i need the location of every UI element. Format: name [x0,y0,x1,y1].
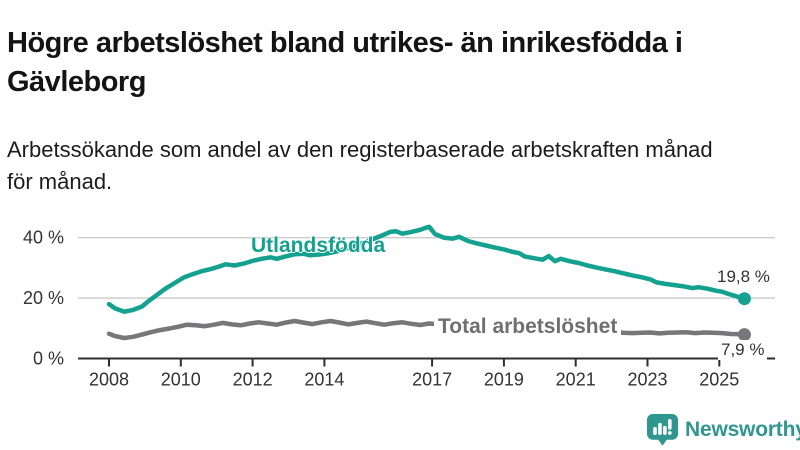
svg-text:2014: 2014 [304,370,344,390]
end-value-utlandsfodda: 19,8 % [717,267,770,286]
svg-text:0 %: 0 % [33,349,64,369]
series-label-total-arbetsloshet: Total arbetslöshet [434,313,622,341]
svg-text:20 %: 20 % [23,288,64,308]
svg-text:2017: 2017 [412,370,452,390]
svg-text:2021: 2021 [556,370,596,390]
series-label-utlandsfodda: Utlandsfödda [251,234,386,257]
newsworthy-brand[interactable]: Newsworthy [646,413,800,447]
svg-text:2019: 2019 [484,370,524,390]
page-title: Högre arbetslöshet bland utrikes- än inr… [7,27,683,98]
svg-text:2010: 2010 [161,370,201,390]
svg-text:2008: 2008 [89,370,129,390]
svg-text:2012: 2012 [233,370,273,390]
line-chart: 0 % 20 % 40 % 2008 2010 2012 2014 2017 2019 2021 2… [0,205,800,402]
chart-canvas: 0 % 20 % 40 % 2008 2010 2012 2014 2017 2019 2021 2… [23,224,775,390]
end-value-total: 7,9 % [718,340,768,360]
svg-text:2023: 2023 [627,370,667,390]
svg-text:2025: 2025 [699,370,739,390]
chart-subtitle: Arbetssökande som andel av den registerb… [7,137,713,194]
newsworthy-logo-icon [646,413,679,447]
svg-text:40 %: 40 % [23,228,64,248]
newsworthy-wordmark: Newsworthy [685,418,800,441]
